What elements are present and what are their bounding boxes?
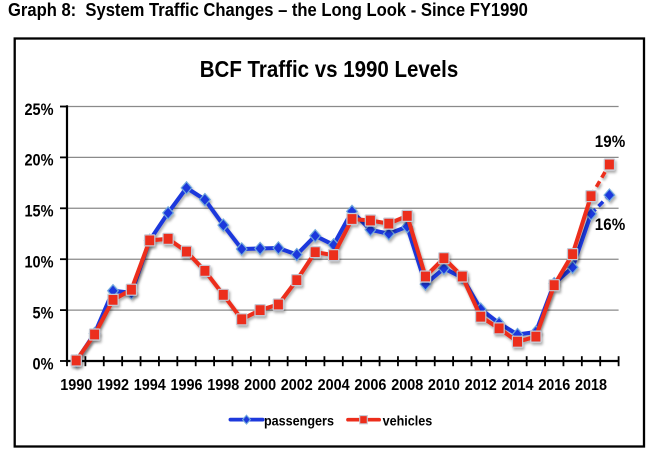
- svg-text:passengers: passengers: [264, 413, 334, 429]
- svg-text:16%: 16%: [595, 215, 625, 234]
- svg-text:2010: 2010: [428, 376, 460, 394]
- svg-text:25%: 25%: [25, 101, 54, 119]
- svg-text:2012: 2012: [465, 376, 497, 394]
- svg-text:2016: 2016: [538, 376, 570, 394]
- svg-text:2014: 2014: [502, 376, 534, 394]
- svg-text:5%: 5%: [33, 305, 54, 323]
- svg-text:1992: 1992: [97, 376, 129, 394]
- svg-text:0%: 0%: [33, 356, 54, 374]
- svg-text:19%: 19%: [595, 132, 625, 151]
- svg-text:BCF Traffic vs 1990 Levels: BCF Traffic vs 1990 Levels: [200, 56, 458, 82]
- svg-text:2004: 2004: [318, 376, 350, 394]
- svg-text:2008: 2008: [391, 376, 423, 394]
- svg-text:1994: 1994: [134, 376, 166, 394]
- svg-text:2018: 2018: [575, 376, 607, 394]
- svg-text:1996: 1996: [171, 376, 203, 394]
- svg-text:10%: 10%: [25, 254, 54, 272]
- svg-text:2000: 2000: [244, 376, 276, 394]
- svg-text:20%: 20%: [25, 152, 54, 170]
- svg-text:2006: 2006: [354, 376, 386, 394]
- svg-text:1990: 1990: [60, 376, 92, 394]
- svg-text:2002: 2002: [281, 376, 313, 394]
- svg-text:Graph 8: System Traffic Chang: Graph 8: System Traffic Changes – the Lo…: [8, 0, 528, 20]
- svg-text:1998: 1998: [207, 376, 239, 394]
- svg-text:vehicles: vehicles: [383, 413, 433, 429]
- svg-text:15%: 15%: [25, 203, 54, 221]
